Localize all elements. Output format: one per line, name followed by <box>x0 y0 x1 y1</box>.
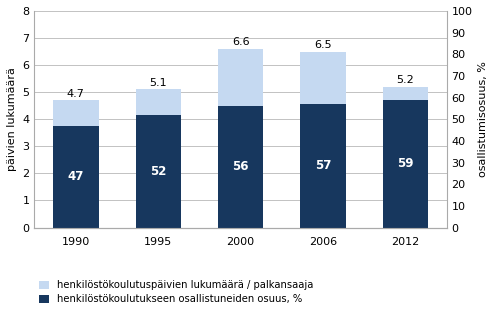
Y-axis label: osallistumisosuus, %: osallistumisosuus, % <box>478 61 488 177</box>
Bar <box>53 100 99 228</box>
Text: 6.5: 6.5 <box>314 40 332 50</box>
Bar <box>383 100 428 228</box>
Bar <box>300 104 346 228</box>
Text: 57: 57 <box>315 159 331 172</box>
Y-axis label: päivien lukumäärä: päivien lukumäärä <box>7 67 17 171</box>
Bar <box>383 87 428 228</box>
Bar <box>218 49 263 228</box>
Legend: henkilöstökoulutuspäivien lukumäärä / palkansaaja, henkilöstökoulutukseen osalli: henkilöstökoulutuspäivien lukumäärä / pa… <box>40 280 314 304</box>
Bar <box>300 52 346 228</box>
Text: 6.6: 6.6 <box>232 37 249 47</box>
Text: 5.2: 5.2 <box>396 75 414 85</box>
Text: 47: 47 <box>68 170 84 183</box>
Text: 52: 52 <box>150 165 166 178</box>
Bar <box>136 89 181 228</box>
Text: 5.1: 5.1 <box>149 78 167 88</box>
Bar <box>218 106 263 228</box>
Bar <box>136 115 181 228</box>
Text: 4.7: 4.7 <box>67 89 85 99</box>
Bar <box>53 126 99 228</box>
Text: 56: 56 <box>232 161 249 173</box>
Text: 59: 59 <box>397 157 413 170</box>
